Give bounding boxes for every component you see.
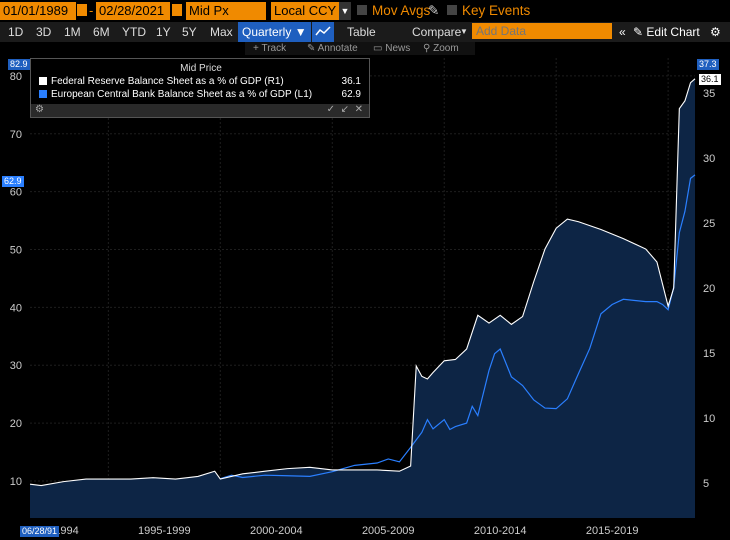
period-3d[interactable]: 3D	[36, 25, 52, 39]
left-tick-label: 70	[10, 129, 22, 141]
left-tick-label: 50	[10, 245, 22, 257]
right-tick-label: 5	[703, 478, 709, 490]
left-tick-label: 30	[10, 360, 22, 372]
ecb-series-name: European Central Bank Balance Sheet as a…	[51, 89, 292, 100]
annotate-tool[interactable]: ✎ Annotate	[307, 42, 358, 55]
period-toolbar: 1D 3D 1M 6M YTD 1Y 5Y Max Quarterly ▼ Ta…	[0, 22, 730, 42]
period-max[interactable]: Max	[210, 25, 233, 39]
fed-axis: R1	[267, 76, 281, 87]
chevron-down-icon[interactable]: ▼	[339, 2, 351, 20]
period-1m[interactable]: 1M	[64, 25, 81, 39]
table-button[interactable]: Table	[347, 25, 376, 39]
zoom-tool[interactable]: ⚲ Zoom	[423, 42, 459, 55]
left-tick-label: 60	[10, 187, 22, 199]
start-date-tag: 06/28/91	[20, 526, 60, 537]
fed-last-tag: 36.1	[699, 74, 721, 85]
x-tick-label: 2015-2019	[586, 525, 639, 537]
collapse-icon[interactable]: «	[619, 25, 626, 39]
legend-title: Mid Price	[180, 63, 222, 74]
end-calendar-icon[interactable]	[172, 4, 182, 16]
right-tick-label: 30	[703, 153, 715, 165]
compare-dropdown-icon[interactable]: ▼	[460, 27, 468, 36]
shrink-icon[interactable]: ↙	[340, 104, 349, 115]
currency-select[interactable]: Local CCY	[271, 2, 339, 20]
frequency-label: Quarterly	[242, 25, 292, 39]
start-calendar-icon[interactable]	[77, 4, 87, 16]
news-label: News	[385, 43, 411, 54]
series-lines	[29, 78, 696, 487]
period-5y[interactable]: 5Y	[182, 25, 197, 39]
right-axis-ticks: 5 10 15 20 25 30 35	[703, 88, 715, 490]
compare-button[interactable]: Compare	[412, 25, 462, 39]
left-tick-label: 80	[10, 71, 22, 83]
key-events-label[interactable]: Key Events	[462, 3, 531, 18]
line-chart-icon[interactable]	[312, 22, 334, 42]
mov-avgs-label[interactable]: Mov Avgs	[372, 3, 431, 18]
fed-area-fill	[30, 78, 695, 519]
track-tool[interactable]: + Track	[253, 42, 286, 55]
pencil-icon: ✎	[307, 43, 316, 54]
right-tick-label: 10	[703, 413, 715, 425]
ecb-swatch	[39, 90, 47, 98]
zoom-label: Zoom	[433, 43, 459, 54]
ecb-axis: L1	[297, 89, 309, 100]
fed-series-line	[29, 78, 696, 487]
legend-item-fed[interactable]: Federal Reserve Balance Sheet as a % of …	[39, 76, 284, 87]
date-range-dash: -	[89, 3, 94, 18]
period-6m[interactable]: 6M	[93, 25, 110, 39]
frequency-select[interactable]: Quarterly ▼	[238, 22, 311, 42]
right-axis-max-tag: 37.3	[697, 59, 719, 70]
edit-chart-button[interactable]: ✎ Edit Chart	[633, 22, 700, 42]
key-events-checkbox[interactable]	[447, 5, 457, 15]
annotate-label: Annotate	[317, 43, 358, 54]
price-field-select[interactable]: Mid Px	[186, 2, 266, 20]
legend-footer: ⚙ ✓ ↙ ✕	[31, 104, 369, 117]
add-data-input[interactable]	[472, 23, 612, 39]
zoom-icon: ⚲	[423, 43, 431, 54]
right-tick-label: 15	[703, 348, 715, 360]
edit-chart-label: Edit Chart	[646, 25, 700, 39]
chart-tools: + Track ✎ Annotate ▭ News ⚲ Zoom	[245, 42, 475, 55]
left-axis-ticks: 10 20 30 40 50 60 70 80	[10, 71, 22, 488]
ecb-last-value: 62.9	[341, 89, 361, 100]
left-tick-label: 20	[10, 418, 22, 430]
right-tick-label: 20	[703, 283, 715, 295]
left-tick-label: 40	[10, 302, 22, 314]
period-1d[interactable]: 1D	[8, 25, 24, 39]
pencil-icon[interactable]: ✎	[428, 3, 440, 18]
x-tick-label: 2005-2009	[362, 525, 415, 537]
top-toolbar: 01/01/1989 - 02/28/2021 Mid Px Local CCY…	[0, 0, 730, 22]
crosshair-icon: +	[253, 43, 259, 54]
fed-last-value: 36.1	[341, 76, 361, 87]
fill-layer	[30, 78, 695, 519]
track-label: Track	[261, 43, 287, 54]
x-axis-ticks: 1990-19941995-19992000-20042005-20092010…	[26, 525, 638, 537]
ecb-series-line	[220, 174, 696, 480]
gear-icon[interactable]: ⚙	[710, 25, 721, 39]
pin-icon[interactable]: ✓	[326, 104, 335, 115]
start-date-field[interactable]: 01/01/1989	[0, 2, 76, 20]
period-ytd[interactable]: YTD	[122, 25, 146, 39]
x-tick-label: 2010-2014	[474, 525, 527, 537]
legend-item-ecb[interactable]: European Central Bank Balance Sheet as a…	[39, 89, 312, 100]
gear-icon[interactable]: ⚙	[35, 104, 44, 115]
pencil-icon: ✎	[633, 25, 644, 39]
mov-avgs-checkbox[interactable]	[357, 5, 367, 15]
legend[interactable]: Mid Price Federal Reserve Balance Sheet …	[30, 58, 370, 118]
left-tick-label: 10	[10, 476, 22, 488]
news-tool[interactable]: ▭ News	[373, 42, 410, 55]
news-icon: ▭	[373, 43, 383, 54]
right-tick-label: 25	[703, 218, 715, 230]
left-axis-max-tag: 82.9	[8, 59, 30, 70]
fed-series-name: Federal Reserve Balance Sheet as a % of …	[51, 76, 262, 87]
period-1y[interactable]: 1Y	[156, 25, 171, 39]
close-icon[interactable]: ✕	[354, 104, 363, 115]
right-tick-label: 35	[703, 88, 715, 100]
ecb-last-tag: 62.9	[2, 176, 24, 187]
x-tick-label: 2000-2004	[250, 525, 303, 537]
end-date-field[interactable]: 02/28/2021	[96, 2, 170, 20]
x-tick-label: 1995-1999	[138, 525, 191, 537]
fed-swatch	[39, 77, 47, 85]
